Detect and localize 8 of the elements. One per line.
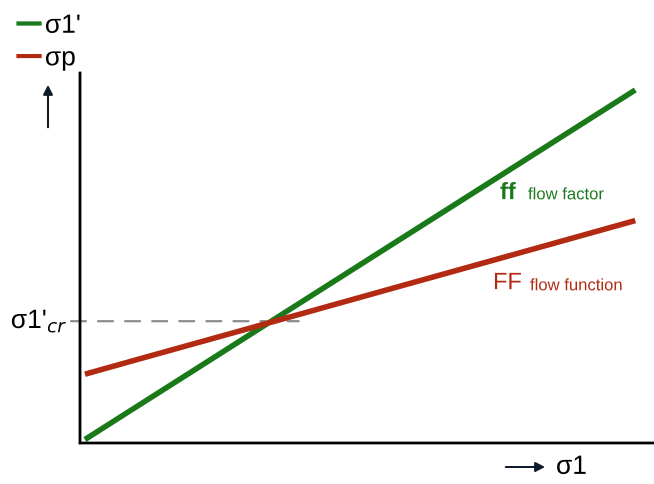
annotation: ff <box>500 182 516 200</box>
annotation: flow factor <box>528 187 604 200</box>
x-axis-title: σ1 <box>557 456 586 474</box>
annotation: FF <box>494 272 521 290</box>
legend-label: σp <box>46 51 75 71</box>
ref-line-label: σ1'$_{cr}$ <box>12 310 66 333</box>
legend-label: σ1' <box>46 14 80 34</box>
annotation: flow function <box>530 278 622 290</box>
